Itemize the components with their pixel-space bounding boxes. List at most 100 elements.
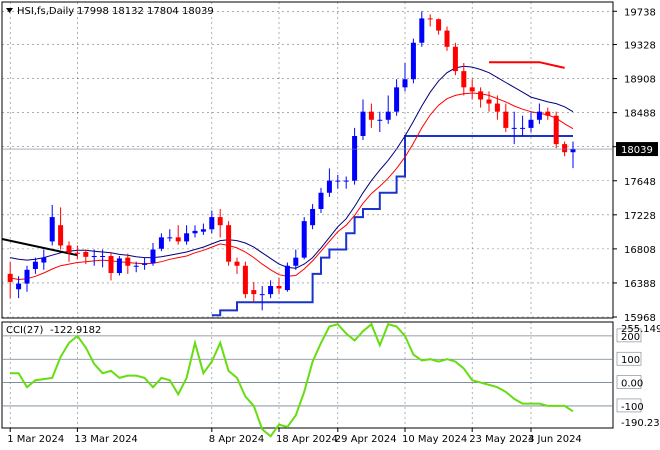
candle-body: [352, 135, 358, 181]
candle-body: [326, 180, 332, 193]
time-tick-label: 18 Apr 2024: [276, 434, 338, 445]
candle-body: [16, 283, 22, 290]
candle-body: [24, 269, 30, 284]
candle: [511, 111, 517, 145]
cci-level-box: [616, 328, 642, 343]
candle: [16, 276, 22, 299]
candle: [251, 281, 257, 303]
candle-body: [234, 261, 240, 266]
cci-axis: 200 100 0.00 -100: [616, 328, 644, 413]
candle-body: [32, 261, 38, 269]
candle-body: [200, 229, 206, 232]
candle: [352, 127, 358, 185]
candle: [318, 187, 324, 214]
time-tick-label: 13 Mar 2024: [74, 434, 137, 445]
time-tick-label: 8 Apr 2024: [209, 434, 264, 445]
candle-body: [478, 91, 484, 100]
candle: [402, 63, 408, 92]
cci-value: -122.9182: [50, 325, 101, 336]
candle-body: [394, 87, 400, 112]
candle: [570, 141, 576, 169]
cci-series-line: [10, 322, 574, 438]
candle: [142, 257, 148, 270]
candle-body: [528, 119, 534, 128]
candle-body: [259, 294, 265, 296]
candle: [200, 223, 206, 235]
candle-body: [570, 149, 576, 153]
candle: [461, 63, 467, 96]
candle-body: [184, 233, 190, 242]
candle: [478, 87, 484, 108]
candle: [494, 95, 500, 120]
candle: [100, 249, 106, 268]
candle: [226, 221, 232, 266]
candle-body: [49, 217, 55, 242]
cci-level-label: 200: [621, 332, 640, 343]
candle-body: [167, 237, 173, 239]
candle-body: [125, 257, 131, 266]
chart-header: HSI,fs,Daily 17998 18132 17804 18039: [6, 6, 214, 17]
candle-body: [209, 217, 215, 230]
candle: [503, 103, 509, 132]
candle-body: [58, 225, 64, 246]
candle: [7, 261, 13, 299]
candle: [427, 14, 433, 27]
ma-slow-line: [10, 65, 574, 269]
candle: [360, 99, 366, 141]
candle-body: [251, 290, 257, 295]
candle: [293, 249, 299, 270]
candle: [444, 26, 450, 51]
candle-body: [553, 115, 559, 145]
candle: [268, 280, 274, 299]
candle: [310, 204, 316, 230]
candle-body: [503, 111, 509, 128]
candle-body: [494, 103, 500, 112]
candle: [192, 225, 198, 238]
candle: [209, 210, 215, 234]
candle-body: [175, 237, 181, 242]
time-tick-label: 23 May 2024: [469, 434, 534, 445]
time-axis: 1 Mar 2024 13 Mar 2024 8 Apr 2024 18 Apr 20…: [7, 428, 582, 445]
candle: [335, 174, 341, 189]
cci-pane: [1, 321, 614, 429]
candle: [116, 256, 122, 276]
candle-body: [545, 111, 551, 116]
candle: [58, 207, 64, 250]
candle: [553, 111, 559, 149]
time-tick-label: 3 Jun 2024: [528, 434, 582, 445]
candle: [32, 257, 38, 274]
candle: [234, 257, 240, 274]
price-grid: [2, 2, 613, 318]
cci-level-lines: [2, 335, 613, 407]
candle: [419, 11, 425, 47]
cci-name: CCI(27): [6, 325, 44, 336]
candle-body: [343, 180, 349, 182]
candle: [184, 225, 190, 245]
candle-body: [469, 87, 475, 92]
candle-body: [83, 251, 89, 257]
time-tick-label: 1 Mar 2024: [7, 434, 64, 445]
time-tick-label: 29 Apr 2024: [335, 434, 397, 445]
candle: [368, 103, 374, 128]
candle: [41, 249, 47, 270]
cci-line: [10, 322, 574, 438]
candle-body: [226, 225, 232, 262]
candle: [125, 253, 131, 274]
price-tick-label: 15968: [624, 313, 656, 324]
cci-scale-bottom: -190.2381: [621, 418, 660, 429]
candle: [528, 111, 534, 132]
candle: [520, 115, 526, 136]
candle-body: [562, 144, 568, 153]
candle: [66, 241, 72, 262]
dropdown-triangle-icon[interactable]: [6, 8, 13, 13]
candle-body: [419, 18, 425, 43]
candle: [167, 229, 173, 242]
candle-body: [142, 263, 148, 265]
candle-body: [444, 30, 450, 47]
candle-body: [150, 249, 156, 264]
candle: [242, 261, 248, 299]
cci-level-box: [616, 375, 642, 389]
candle: [74, 245, 80, 260]
price-tick-label: 17648: [624, 177, 656, 188]
